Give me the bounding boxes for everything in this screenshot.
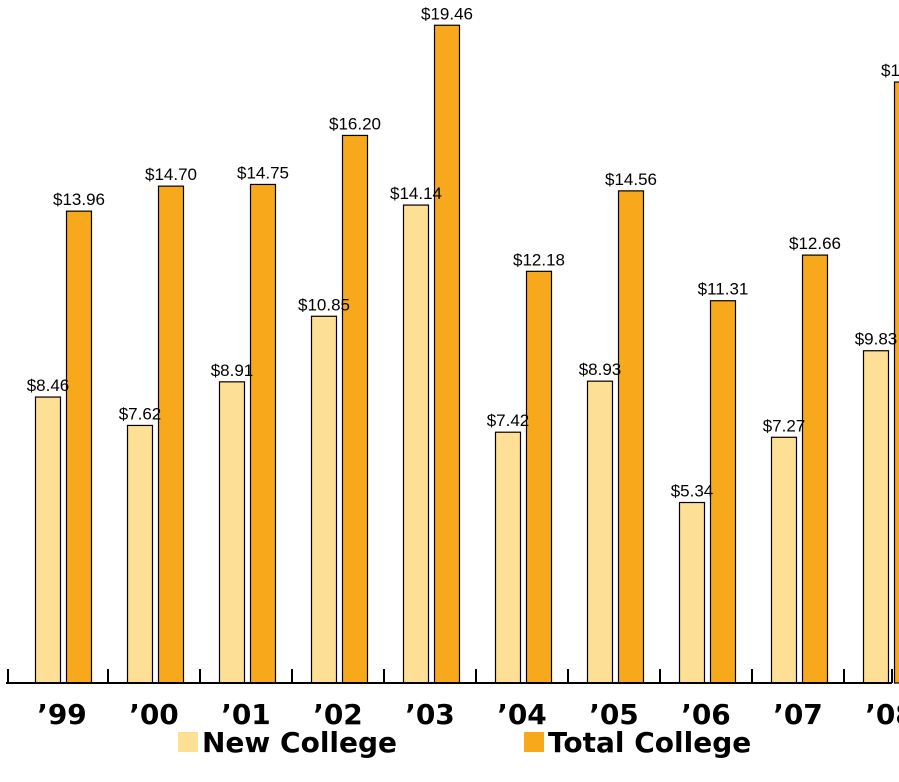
data-label: $14.75	[237, 163, 289, 182]
data-label: $12.18	[513, 250, 565, 269]
legend-item-new-college: New College	[178, 726, 397, 759]
x-tick-label: ’02	[313, 698, 363, 731]
x-tick-label: ’08	[865, 698, 899, 731]
bars-layer	[34, 24, 899, 684]
bar-total-college	[709, 300, 737, 684]
legend-label-total-college: Total College	[548, 725, 752, 759]
data-label: $14.56	[605, 170, 657, 189]
x-tick-label: ’99	[37, 698, 87, 731]
data-label: $14.70	[145, 165, 197, 184]
data-label: $7.42	[487, 411, 530, 430]
bar-total-college	[65, 210, 93, 684]
data-label: $7.62	[119, 404, 162, 423]
x-tick-label: ’00	[129, 698, 179, 731]
legend-item-total-college: Total College	[524, 726, 751, 759]
data-label: $8.46	[27, 376, 70, 395]
data-label: $9.83	[855, 330, 898, 349]
x-tick-label: ’03	[405, 698, 455, 731]
bar-total-college	[617, 190, 645, 684]
data-label: $17.78	[881, 61, 899, 80]
bar-new-college	[678, 501, 706, 684]
bar-new-college	[586, 380, 614, 684]
bar-new-college	[402, 204, 430, 684]
data-label: $5.34	[671, 482, 714, 501]
bar-new-college	[770, 436, 798, 684]
x-axis: ’99 ’00 ’01 ’02 ’03 ’04 ’05 ’06 ’07 ’08	[6, 669, 899, 731]
value-labels-layer: $8.46 $13.96 $7.62 $14.70 $8.91 $14.75 $10.85 $…	[27, 4, 899, 500]
x-tick-label: ’07	[773, 698, 823, 731]
data-label: $13.96	[53, 190, 105, 209]
data-label: $14.14	[390, 184, 442, 203]
legend-label-new-college: New College	[202, 725, 398, 759]
bar-new-college	[494, 431, 522, 684]
x-tick-label: ’01	[221, 698, 271, 731]
x-tick-label: ’05	[589, 698, 639, 731]
bar-total-college	[249, 183, 277, 684]
data-label: $8.91	[211, 361, 254, 380]
data-label: $19.46	[421, 4, 473, 23]
bar-new-college	[126, 424, 154, 684]
data-label: $10.85	[298, 295, 350, 314]
data-label: $12.66	[789, 234, 841, 253]
bar-total-college	[801, 254, 829, 684]
bar-new-college	[218, 381, 246, 684]
data-label: $11.31	[698, 280, 749, 299]
bar-new-college	[310, 315, 338, 684]
x-tick-label: ’04	[497, 698, 547, 731]
x-tick-label: ’06	[681, 698, 731, 731]
bar-new-college	[862, 350, 890, 684]
legend: New College Total College	[0, 718, 899, 766]
bar-total-college	[341, 134, 369, 684]
data-label: $7.27	[763, 416, 806, 435]
data-label: $8.93	[579, 360, 622, 379]
legend-swatch-new-college	[178, 732, 198, 752]
data-label: $16.20	[329, 114, 381, 133]
bar-total-college	[433, 24, 461, 684]
bar-new-college	[34, 396, 62, 684]
legend-swatch-total-college	[524, 732, 544, 752]
bar-total-college	[525, 270, 553, 684]
bar-total-college	[893, 81, 899, 684]
bar-total-college	[157, 185, 185, 684]
